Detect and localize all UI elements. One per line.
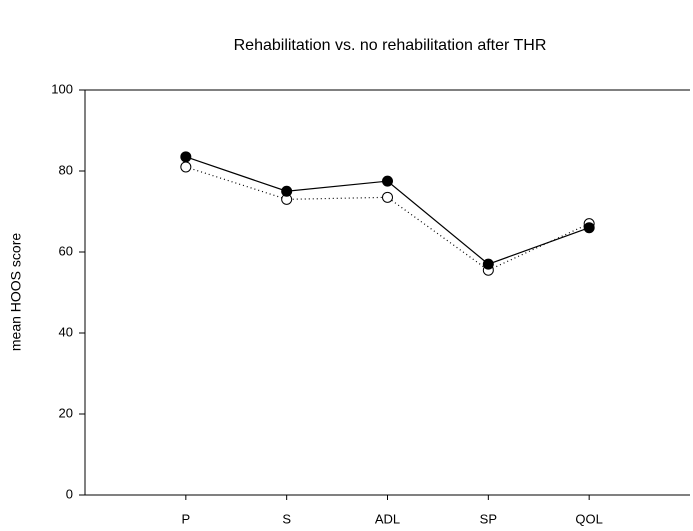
x-tick-label: SP — [480, 511, 497, 526]
x-tick-label: ADL — [375, 511, 400, 526]
y-tick-label: 60 — [59, 243, 73, 258]
y-tick-label: 40 — [59, 324, 73, 339]
chart-title: Rehabilitation vs. no rehabilitation aft… — [234, 37, 547, 54]
x-tick-label: QOL — [575, 511, 602, 526]
marker — [180, 151, 192, 163]
series-line — [185, 166, 590, 271]
x-tick-label: S — [282, 511, 291, 526]
y-axis-label: mean HOOS score — [8, 233, 24, 351]
marker — [583, 222, 595, 234]
x-tick-label: P — [181, 511, 190, 526]
y-tick-label: 80 — [59, 162, 73, 177]
y-tick-label: 0 — [66, 486, 73, 501]
y-tick-label: 100 — [51, 81, 73, 96]
marker — [382, 175, 393, 187]
series-line — [185, 156, 590, 265]
marker — [180, 161, 192, 173]
marker — [482, 258, 494, 270]
marker — [281, 185, 293, 197]
y-tick-label: 20 — [59, 405, 73, 420]
marker — [382, 191, 393, 203]
